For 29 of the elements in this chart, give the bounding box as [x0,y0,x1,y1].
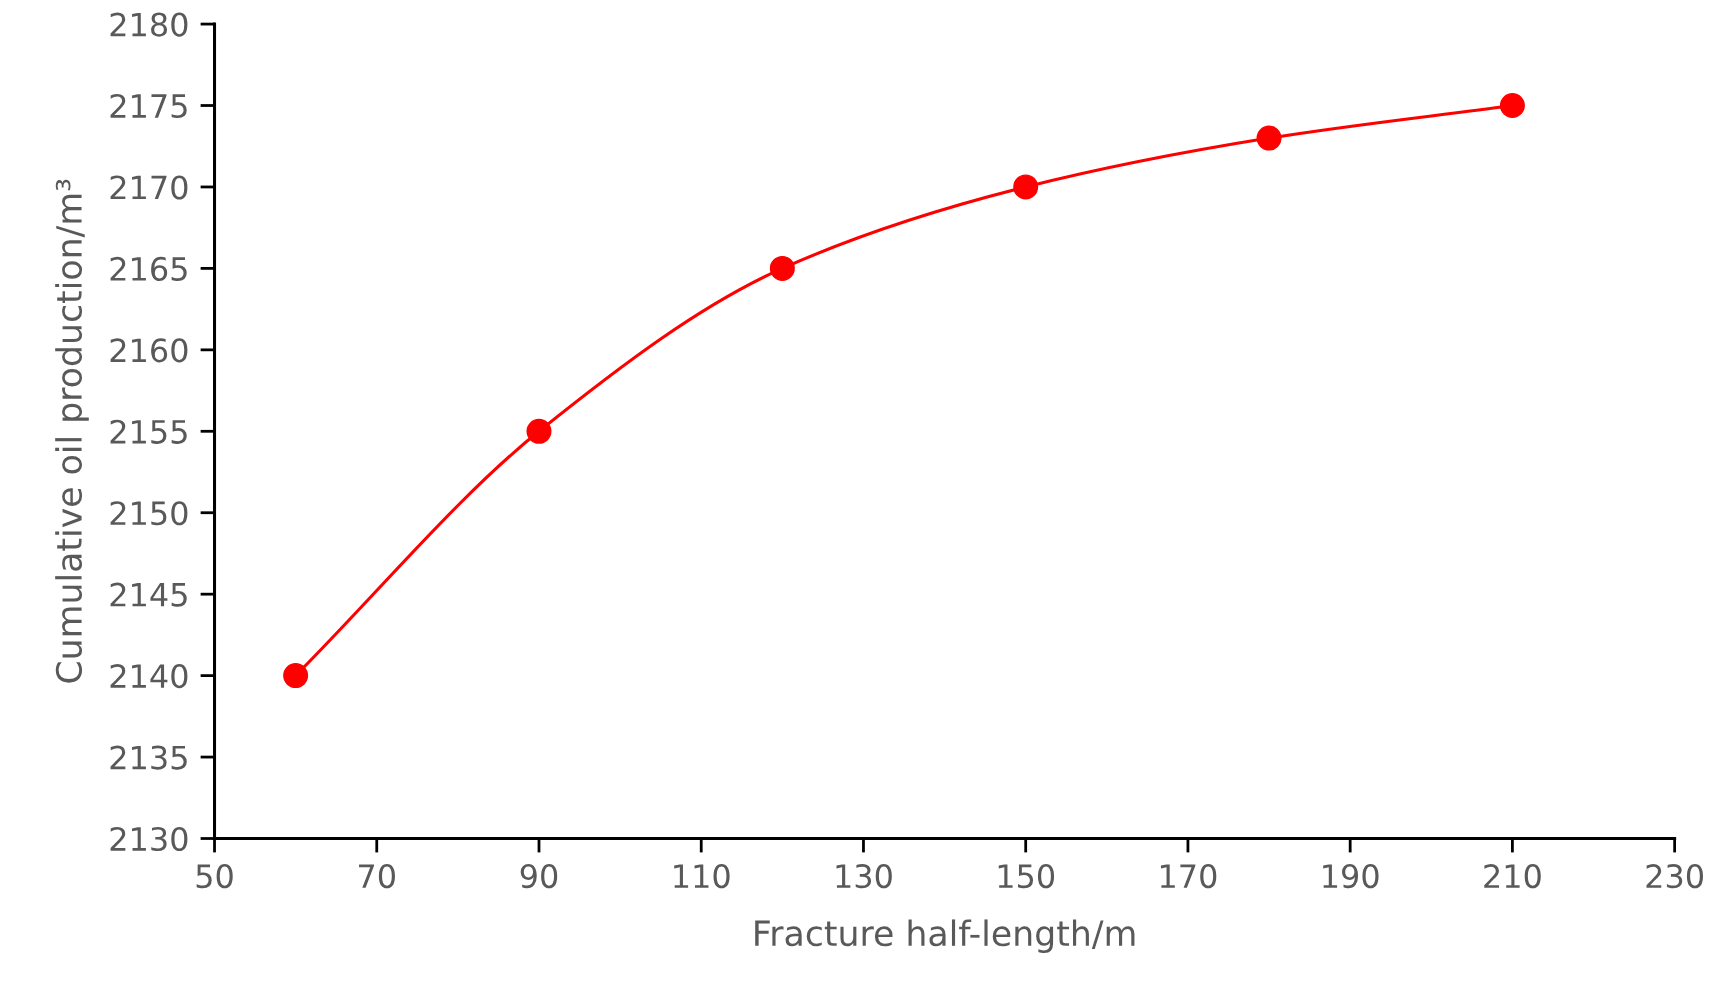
y-tick-label: 2160 [110,338,188,363]
y-tick-label: 2135 [110,745,187,770]
y-tick-label: 2180 [110,12,188,37]
x-tick-label: 210 [1484,864,1541,889]
x-tick-label: 50 [196,864,233,889]
x-tick-label: 230 [1646,864,1703,889]
x-axis-title: Fracture half-length/m [755,919,1135,954]
y-tick-label: 2165 [110,256,187,281]
point [1499,93,1525,119]
y-tick-label: 2170 [110,175,188,200]
point [769,255,795,281]
x-tick-label: 130 [836,864,892,889]
x-tick-label: 190 [1323,864,1379,889]
x-tick-label: 170 [1160,864,1217,889]
x-tick-label: 110 [674,864,730,889]
x-tick-label: 90 [520,864,558,889]
point [283,663,309,689]
y-tick-label: 2140 [110,664,188,689]
x-tick-label: 150 [998,864,1055,889]
y-tick-label: 2155 [110,419,187,444]
y-tick-label: 2145 [110,582,187,607]
point [1013,174,1039,200]
x-tick-label: 70 [359,864,395,889]
point [526,418,552,444]
y-axis-title: Cumulative oil production/m³ [55,179,89,683]
y-tick-label: 2130 [110,826,188,852]
y-tick-label: 2175 [110,93,187,119]
y-tick-label: 2150 [110,501,188,526]
point [1256,125,1282,151]
